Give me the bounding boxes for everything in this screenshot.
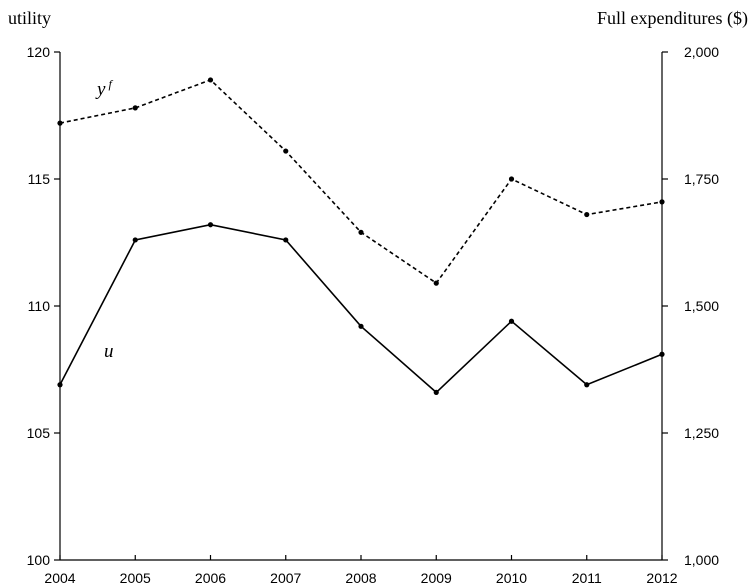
x-tick-label: 2006 (195, 570, 226, 586)
right-tick-label: 2,000 (684, 44, 719, 60)
left-tick-label: 110 (28, 298, 51, 314)
x-tick-label: 2004 (44, 570, 75, 586)
series-point (207, 222, 214, 228)
right-tick-label: 1,000 (684, 552, 719, 568)
left-axis-ticks: 100 105 110 115 120 (27, 44, 60, 568)
right-axis-title: Full expenditures ($) (597, 8, 748, 29)
x-tick-label: 2009 (421, 570, 452, 586)
x-tick-label: 2010 (496, 570, 527, 586)
left-tick-label: 115 (28, 171, 51, 187)
series-point (659, 351, 665, 357)
left-axis-title: utility (8, 8, 51, 28)
series-point (57, 382, 63, 388)
series-point (508, 176, 515, 182)
x-tick-label: 2008 (345, 570, 376, 586)
series-point (207, 77, 214, 83)
right-tick-label: 1,750 (684, 171, 719, 187)
left-tick-label: 120 (27, 44, 51, 60)
left-tick-label: 100 (27, 552, 51, 568)
series-point (283, 237, 289, 243)
series-line-yf (59, 78, 663, 285)
series-point (508, 318, 515, 324)
series-point (283, 148, 289, 154)
series-point (57, 120, 63, 126)
series-point (584, 211, 590, 218)
x-tick-label: 2012 (646, 570, 677, 586)
x-tick-label: 2007 (270, 570, 301, 586)
right-tick-label: 1,500 (684, 298, 719, 314)
series-point (132, 237, 138, 243)
series-line-u (59, 223, 663, 394)
right-axis-ticks: 1,000 1,250 1,500 1,750 2,000 (662, 44, 719, 568)
series-point (132, 105, 138, 111)
series-point (584, 382, 590, 388)
series-point (358, 229, 364, 235)
series-point (433, 280, 439, 286)
right-tick-label: 1,250 (684, 425, 719, 441)
series-label-u: u (104, 341, 114, 362)
series-point (433, 389, 439, 395)
x-tick-label: 2011 (572, 570, 602, 586)
series-layer (57, 77, 665, 395)
x-axis-ticks: 2004 2005 2006 2007 2008 2009 2010 2011 2012 (44, 555, 678, 586)
x-tick-label: 2005 (120, 570, 151, 586)
series-point (659, 199, 665, 205)
left-tick-label: 105 (27, 425, 51, 441)
series-point (358, 323, 364, 329)
